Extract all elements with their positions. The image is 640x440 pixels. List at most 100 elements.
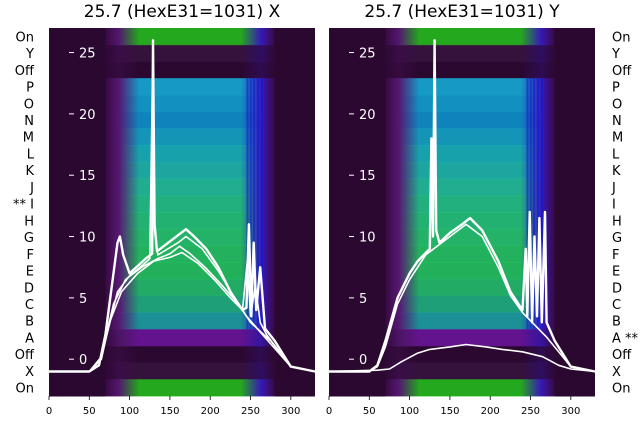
heatmap-cell [49,44,106,62]
heatmap-cell [49,228,106,246]
row-label: J [611,181,616,196]
x-tick-label: 200 [201,406,220,417]
row-label: B [612,315,621,330]
row-label: L [27,147,35,162]
heatmap-cell [329,245,386,263]
overlay-y-tick-label: 25 [79,47,96,62]
heatmap-cell [105,111,275,129]
heatmap-cell [49,28,106,46]
heatmap-cell [385,295,555,313]
heatmap-cell [105,145,275,163]
x-tick-label: 100 [120,406,139,417]
series-line [329,39,596,373]
row-label: K [25,164,34,179]
row-label: C [612,298,621,313]
heatmap-cell [274,195,315,213]
heatmap-cell [554,78,595,96]
heatmap-cell [385,228,555,246]
row-label: J [29,181,34,196]
heatmap-streak [540,78,543,330]
heatmap-cell [554,111,595,129]
overlay-y-tick-label: 0 [79,353,87,368]
row-label: A [25,331,34,346]
heatmap-cell [554,178,595,196]
chart-title: 25.7 (HexE31=1031) X [84,2,281,22]
heatmap-streak [252,78,255,330]
row-label: ** I [13,198,34,213]
heatmap-cell [49,94,106,113]
heatmap-cell [105,195,275,213]
heatmap-cell [105,44,275,62]
row-label: X [612,365,621,380]
heatmap-cell [274,128,315,146]
heatmap-cell [554,212,595,230]
heatmap-cell [554,61,595,79]
heatmap-cell [274,262,315,280]
heatmap-cell [385,345,555,364]
heatmap-cell [329,145,386,163]
panel-y: 25.7 (HexE31=1031) Y On Y Off PONMLKJIHGFED… [326,2,639,417]
overlay-y-tick-label: 5 [79,292,87,307]
series-line [328,343,596,373]
row-label: D [24,281,34,296]
heatmap-cell [329,212,386,230]
heatmap-cell [105,345,275,364]
row-label: L [612,147,620,162]
heatmap-cell [49,329,106,347]
series-line [329,223,596,373]
heatmap-cell [105,312,275,330]
row-label: K [612,164,621,179]
heatmap-cell [385,212,555,230]
overlay-y-tick-label: 10 [79,231,96,246]
x-tick-label: 50 [83,406,96,417]
heatmap-cell [554,195,595,213]
heatmap-cell [105,28,275,46]
heatmap-cell [49,111,106,129]
row-label: C [25,298,34,313]
heatmap-cell [105,94,275,113]
x-tick-label: 300 [281,406,300,417]
row-label: I [612,198,616,213]
row-label: O [24,97,34,112]
row-label: B [25,315,34,330]
heatmap-cell [329,295,386,313]
heatmap-cell [49,262,106,280]
row-label: A ** [612,331,639,346]
chart-title: 25.7 (HexE31=1031) Y [364,2,560,22]
heatmap-cell [385,362,555,380]
heatmap-cell [385,61,555,79]
heatmap-cell [329,178,386,196]
heatmap-cell [385,44,555,62]
heatmap-cell [105,329,275,347]
heatmap-cell [385,329,555,347]
heatmap-cell [274,379,315,397]
row-label: G [612,231,622,246]
x-tick-label: 0 [46,406,52,417]
heatmap-cell [554,295,595,313]
row-label: On [16,382,34,397]
overlay-y-tick-label: 5 [359,292,367,307]
heatmap-cell [329,345,386,364]
row-label: H [612,214,622,229]
heatmap-cell [329,195,386,213]
overlay-y-tick-label: 15 [79,169,96,184]
heatmap-cell [329,111,386,129]
heatmap-cell [274,145,315,163]
row-label: Off [612,64,632,79]
row-label: E [26,265,34,280]
row-label: Y [611,47,620,62]
heatmap-cell [274,78,315,96]
heatmap-cell [554,379,595,397]
heatmap-streak [529,78,532,330]
heatmap-cell [274,111,315,129]
heatmap-cell [329,262,386,280]
x-tick-label: 300 [561,406,580,417]
overlay-y-tick-label: 20 [359,108,376,123]
heatmap-cell [274,61,315,79]
heatmap-cell [329,329,386,347]
heatmap-cell [105,161,275,180]
heatmap-cell [274,312,315,330]
row-label: Off [15,64,35,79]
